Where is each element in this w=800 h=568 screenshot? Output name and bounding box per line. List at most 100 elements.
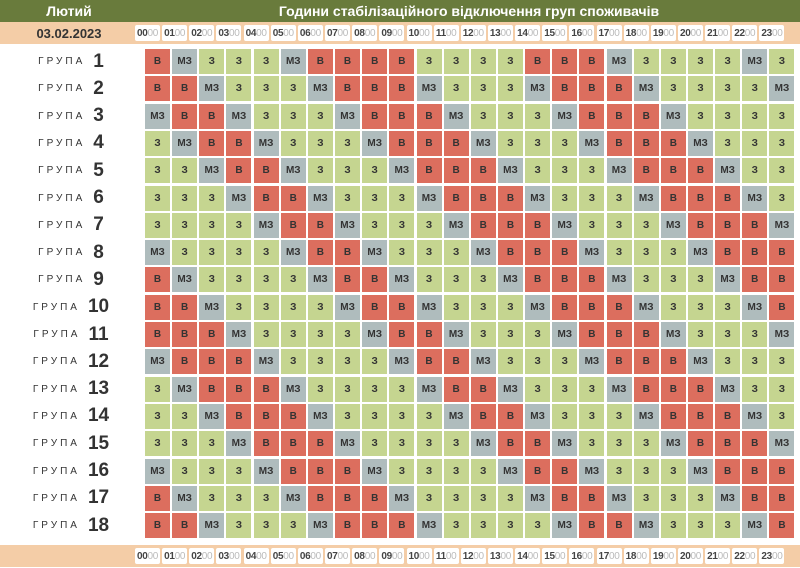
status-cell: МЗ [362, 322, 388, 347]
status-cell: З [525, 130, 551, 156]
status-cell: В [253, 158, 279, 184]
group-row: ГРУПА 17 В МЗ З З З МЗ В В В МЗ З З З З МЗ В В МЗ З З З МЗ В В [0, 485, 800, 512]
hour-label: 14 00 [515, 25, 541, 41]
status-cell: МЗ [172, 376, 198, 402]
status-cell: З [443, 240, 469, 266]
status-cell: В [715, 458, 741, 484]
status-cell: МЗ [633, 76, 659, 102]
status-cell: З [280, 267, 306, 293]
status-cell: МЗ [362, 458, 388, 484]
status-cell: В [362, 267, 388, 293]
status-cell: З [660, 294, 686, 320]
status-cell: З [226, 267, 252, 293]
status-cell: В [335, 485, 361, 511]
status-cell: МЗ [688, 349, 713, 375]
status-cell: З [660, 267, 686, 293]
status-cell: МЗ [389, 158, 415, 184]
status-cell: В [552, 294, 578, 320]
status-cell: МЗ [307, 185, 333, 211]
status-cell: МЗ [742, 49, 768, 74]
status-cell: З [389, 458, 415, 484]
status-cell: В [769, 294, 795, 320]
status-cell: В [688, 185, 713, 211]
status-cell: З [362, 349, 388, 375]
status-cell: В [335, 267, 361, 293]
status-cell: МЗ [688, 130, 713, 156]
status-cell: З [335, 322, 361, 347]
status-cell: МЗ [688, 240, 713, 266]
status-cell: З [307, 349, 333, 375]
status-cell: МЗ [633, 513, 659, 539]
hour-label: 08 00 [352, 25, 378, 41]
status-cell: МЗ [497, 158, 523, 184]
status-cell: МЗ [660, 212, 686, 238]
status-cell: З [470, 49, 496, 74]
status-cell: В [552, 76, 578, 102]
status-cell: З [742, 349, 768, 375]
status-cell: МЗ [145, 240, 170, 266]
status-cell: В [389, 322, 415, 347]
status-cell: В [497, 212, 523, 238]
status-cell: З [253, 267, 279, 293]
hour-label: 13 00 [487, 548, 513, 564]
status-cell: З [416, 403, 442, 429]
status-cell: В [307, 212, 333, 238]
status-cell: МЗ [633, 403, 659, 429]
status-cell: З [172, 158, 198, 184]
status-cell: В [443, 130, 469, 156]
status-cell: В [552, 267, 578, 293]
status-cell: З [552, 403, 578, 429]
status-cell: В [497, 185, 523, 211]
status-cell: З [715, 322, 741, 347]
status-cell: В [715, 431, 741, 457]
status-cell: В [199, 130, 225, 156]
status-cell: З [253, 49, 279, 74]
status-cell: В [362, 76, 388, 102]
status-cell: В [769, 458, 795, 484]
status-cell: В [715, 185, 741, 211]
status-cell: В [660, 376, 686, 402]
hour-label: 04 00 [243, 548, 269, 564]
status-cell: З [497, 513, 523, 539]
status-cell: З [416, 240, 442, 266]
status-cell: В [688, 431, 713, 457]
status-cell: МЗ [226, 103, 252, 129]
status-cell: З [443, 267, 469, 293]
group-label: ГРУПА 15 [0, 430, 142, 457]
status-cell: З [606, 240, 632, 266]
status-cell: В [307, 485, 333, 511]
status-cell: З [307, 294, 333, 320]
status-cell: В [606, 513, 632, 539]
status-cell: В [470, 212, 496, 238]
status-cell: В [633, 103, 659, 129]
hour-label: 05 00 [270, 548, 296, 564]
group-number: 2 [93, 77, 104, 99]
group-word: ГРУПА [38, 192, 86, 204]
status-cell: В [660, 349, 686, 375]
status-cell: З [497, 485, 523, 511]
status-cell: В [199, 103, 225, 129]
status-cell: З [497, 130, 523, 156]
group-row: ГРУПА 10 В В МЗ З З З З МЗ В В МЗ З З З МЗ В В В МЗ З З З МЗ В [0, 294, 800, 321]
status-cell: МЗ [307, 513, 333, 539]
status-cell: З [145, 185, 170, 211]
hour-label: 04 00 [243, 25, 269, 41]
status-cell: МЗ [253, 458, 279, 484]
status-cell: З [579, 185, 605, 211]
hour-label: 07 00 [325, 548, 351, 564]
hour-label: 14 00 [515, 548, 541, 564]
status-cell: В [552, 485, 578, 511]
hour-label: 16 00 [569, 25, 595, 41]
status-cell: В [525, 212, 551, 238]
group-label: ГРУПА 5 [0, 157, 142, 184]
status-cell: З [497, 294, 523, 320]
status-cell: МЗ [769, 431, 795, 457]
status-cell: З [226, 458, 252, 484]
status-cell: З [606, 403, 632, 429]
status-cell: МЗ [280, 240, 306, 266]
group-row: ГРУПА 4 З МЗ В В МЗ З З З МЗ В В В МЗ З З З МЗ В В В МЗ З З З [0, 130, 800, 157]
status-cell: МЗ [470, 130, 496, 156]
status-cell: В [145, 294, 170, 320]
status-cell: МЗ [552, 322, 578, 347]
